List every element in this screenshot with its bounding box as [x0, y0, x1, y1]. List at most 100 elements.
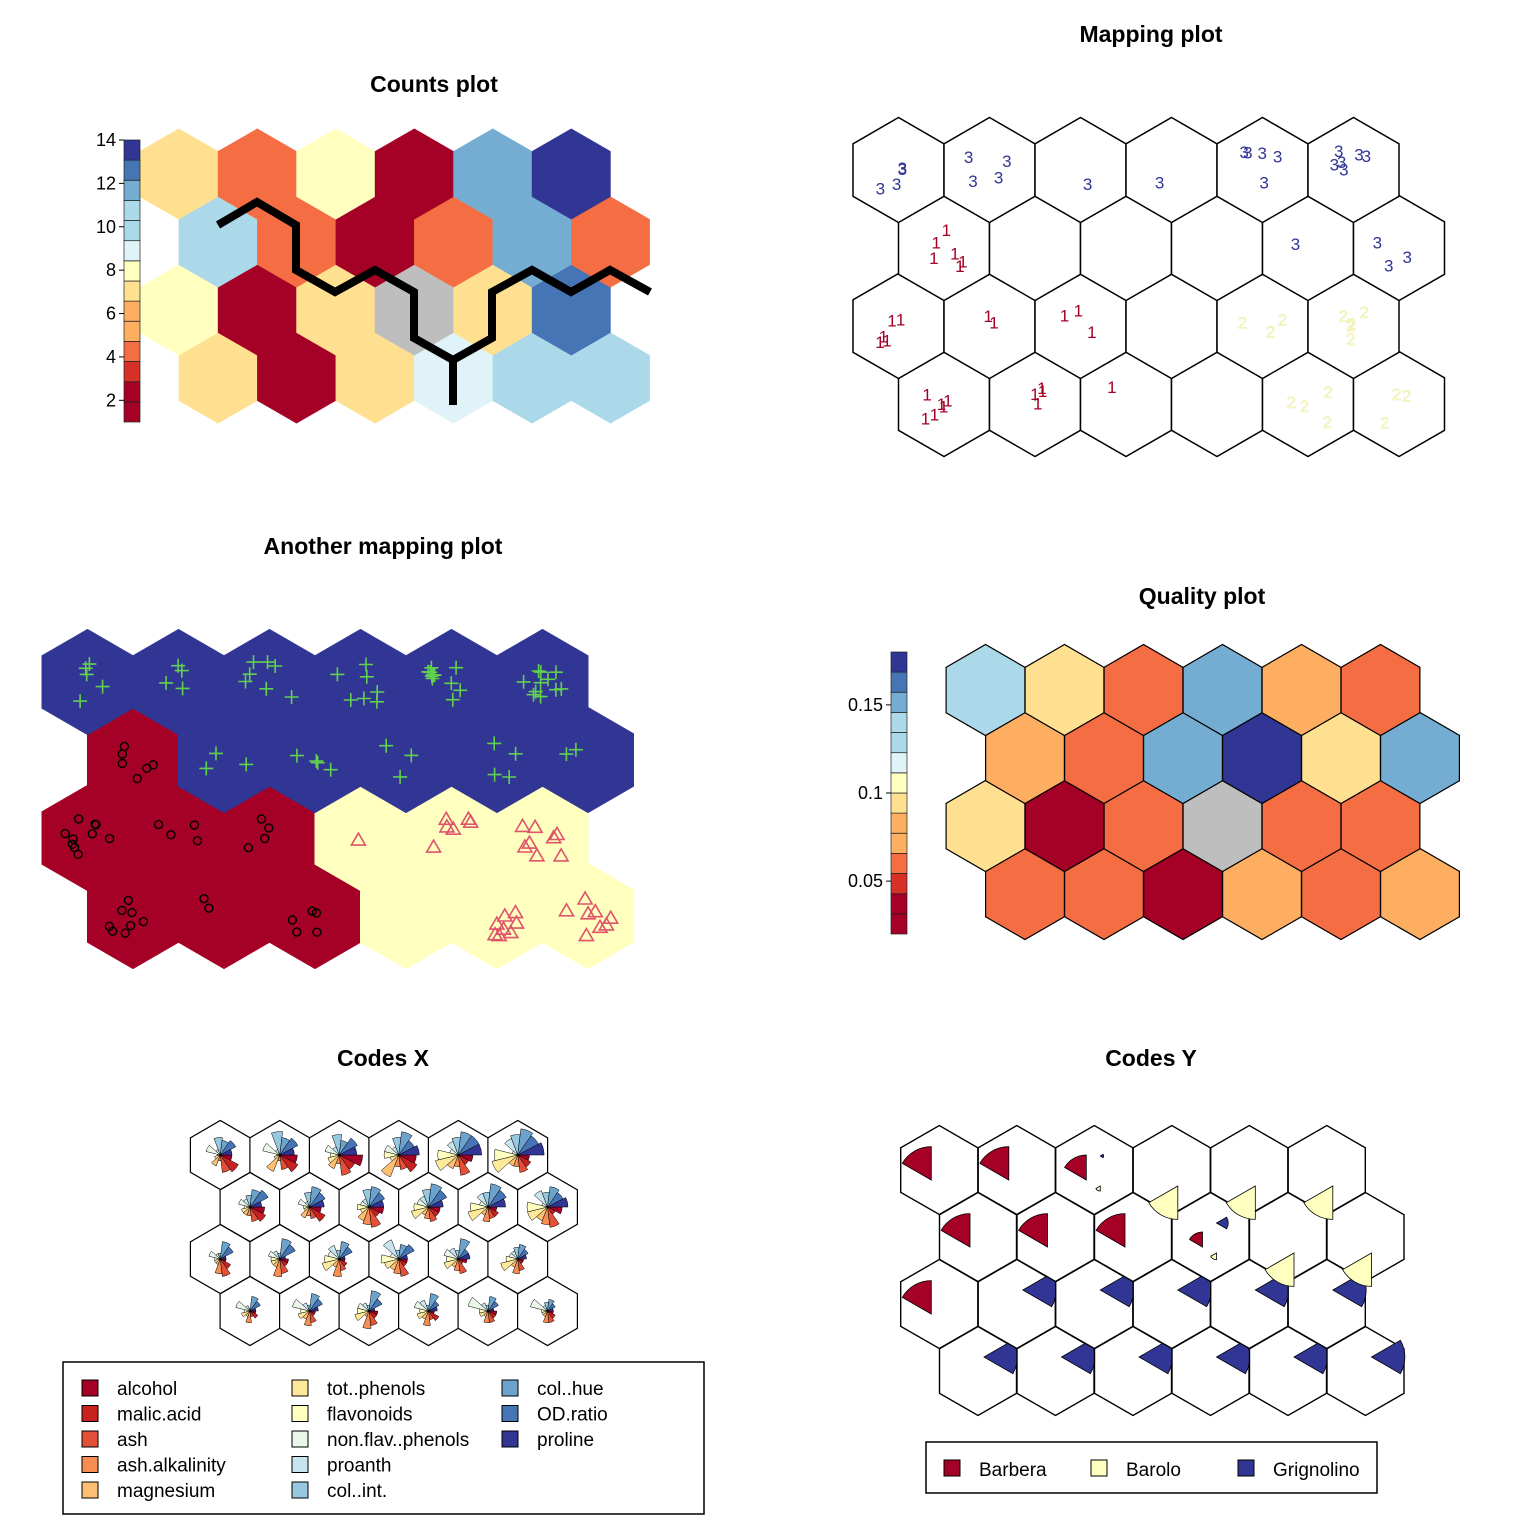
point-plus — [453, 683, 468, 698]
codes-x-segment — [449, 1247, 459, 1260]
mapping-point: 3 — [898, 159, 907, 178]
counts-colorbar-cell — [123, 280, 141, 302]
legend-x-label: tot..phenols — [327, 1379, 425, 1400]
point-triangle — [526, 818, 544, 834]
point-plus — [238, 674, 253, 689]
point-plus — [404, 748, 419, 763]
mapping-point: 1 — [989, 313, 998, 332]
point-plus — [260, 655, 275, 670]
counts-colorbar-cell — [123, 361, 141, 383]
another-cell — [223, 628, 316, 736]
counts-colorbar-cell — [123, 179, 141, 201]
point-circle — [107, 926, 118, 936]
codes-x-segment — [241, 1310, 251, 1318]
another-cell — [132, 628, 225, 736]
codes-x-segment — [331, 1134, 342, 1156]
codes-x-segment — [268, 1250, 280, 1260]
counts-cell — [492, 332, 572, 424]
point-circle — [264, 823, 274, 833]
codes-x-segment — [517, 1154, 529, 1173]
mapping-point: 2 — [1323, 383, 1332, 402]
codes-x-segment — [413, 1300, 429, 1312]
mapping-point: 2 — [1380, 414, 1389, 433]
mapping-point: 1 — [922, 385, 931, 404]
mapping-point: 3 — [1384, 256, 1393, 275]
legend-y-swatch — [1237, 1459, 1255, 1477]
codes-x-segment — [526, 1201, 548, 1213]
codes-y-segment — [1099, 1153, 1104, 1159]
point-plus — [159, 675, 174, 690]
codes-y-segment — [1303, 1185, 1334, 1220]
codes-x-segment — [362, 1310, 372, 1329]
counts-colorbar-cell — [123, 139, 141, 161]
mapping-point: 1 — [896, 311, 905, 330]
point-triangle — [514, 817, 531, 833]
codes-x-segment — [249, 1310, 259, 1319]
legend-x-label: ash — [117, 1430, 148, 1451]
point-triangle — [516, 838, 534, 853]
codes-x-segment — [487, 1300, 499, 1312]
another-cell — [223, 784, 316, 892]
mapping-point: 3 — [1354, 145, 1363, 164]
point-plus — [393, 769, 408, 784]
codes-x-segment — [542, 1310, 550, 1323]
codes-x-segment — [547, 1303, 556, 1312]
counts-cell — [139, 128, 219, 220]
codes-y-cell — [1287, 1124, 1367, 1216]
mapping-point: 3 — [994, 169, 1003, 188]
mapping-point: 3 — [1273, 148, 1282, 167]
codes-x-segment — [214, 1154, 221, 1160]
codes-x-segment — [302, 1302, 310, 1312]
point-plus — [548, 682, 563, 697]
counts-cell — [217, 128, 297, 220]
mapping-point: 2 — [1346, 317, 1355, 336]
cluster-boundary — [215, 197, 457, 405]
codes-y-segment — [940, 1213, 971, 1248]
mapping-point: 3 — [1155, 174, 1164, 193]
mapping-point: 1 — [950, 244, 959, 263]
mapping-point: 3 — [1362, 147, 1371, 166]
counts-cell — [531, 128, 611, 220]
codes-x-segment — [428, 1189, 448, 1208]
point-circle — [73, 814, 84, 824]
counts-colorbar-cell — [123, 320, 141, 342]
legend-x-swatch — [81, 1379, 99, 1397]
counts-cell — [335, 196, 415, 288]
mapping-title: Mapping plot — [1079, 21, 1222, 47]
codes-x-segment — [547, 1186, 560, 1208]
legend-x-swatch — [81, 1405, 99, 1422]
mapping-point: 1 — [887, 311, 896, 330]
legend-y-label: Grignolino — [1273, 1460, 1360, 1481]
mapping-point: 3 — [1337, 153, 1346, 172]
point-plus — [199, 761, 214, 776]
codes-x-segment — [245, 1310, 252, 1323]
point-plus — [526, 687, 541, 702]
point-triangle — [508, 914, 525, 929]
codes-x-segment — [540, 1206, 550, 1225]
codes-x-segment — [487, 1189, 507, 1208]
point-circle — [125, 920, 136, 931]
legend-x-swatch — [81, 1481, 99, 1499]
codes-y-segment — [901, 1146, 932, 1181]
codes-x-segment — [339, 1154, 363, 1167]
quality-plot: 0.05 0.1 0.15 — [848, 643, 1461, 941]
mapping-point: 2 — [1278, 310, 1287, 329]
mapping-point: 2 — [1266, 323, 1275, 342]
codes-x-segment — [245, 1305, 251, 1312]
codes-x-segment — [332, 1258, 342, 1277]
point-plus — [533, 689, 548, 704]
mapping-point: 1 — [937, 395, 946, 414]
counts-colorbar-cell — [123, 220, 141, 242]
codes-x-segment — [213, 1137, 223, 1156]
quality-title: Quality plot — [1139, 583, 1266, 609]
codes-x-segment — [272, 1250, 280, 1260]
codes-x-segment — [357, 1203, 370, 1211]
codes-x-segment — [279, 1244, 296, 1260]
codes-x-segment — [494, 1149, 518, 1161]
another-mapping-title: Another mapping plot — [264, 533, 503, 559]
another-cell — [178, 706, 270, 814]
point-plus — [424, 660, 439, 675]
point-circle — [287, 915, 298, 925]
codes-x-segment — [324, 1255, 340, 1263]
mapping-point: 1 — [958, 253, 967, 272]
